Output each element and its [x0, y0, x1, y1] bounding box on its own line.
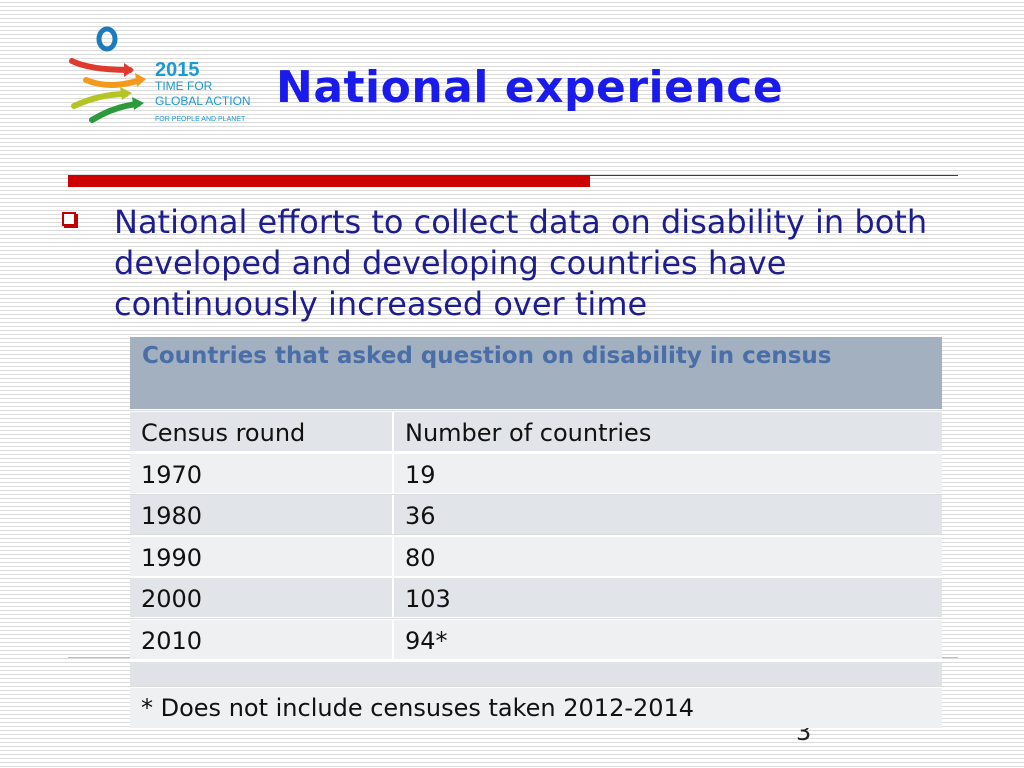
bullet-text: National efforts to collect data on disa… — [114, 203, 928, 323]
table-blank-row — [130, 661, 942, 686]
table-row: 2010 94* — [130, 619, 942, 659]
cell-number: 80 — [405, 543, 436, 572]
cell-census-round: 1980 — [130, 495, 394, 535]
time-for-global-action-logo: 2015 TIME FOR GLOBAL ACTION FOR PEOPLE A… — [69, 26, 251, 123]
checkbox-bullet-icon — [62, 212, 76, 226]
cell-number: 103 — [405, 585, 451, 614]
cell-number: 19 — [405, 460, 436, 489]
table-row: 1980 36 — [130, 495, 942, 535]
svg-text:TIME FOR: TIME FOR — [155, 79, 213, 93]
cell-number: 94* — [405, 626, 448, 655]
accent-bar — [68, 175, 590, 187]
table-row: 2000 103 — [130, 578, 942, 618]
cell-number: 36 — [405, 502, 436, 531]
table-row: 1990 80 — [130, 536, 942, 576]
table-header-row: Census round Number of countries — [130, 412, 942, 451]
header-number-of-countries: Number of countries — [405, 419, 652, 447]
accent-line — [590, 175, 958, 176]
cell-census-round: 1990 — [130, 536, 394, 576]
header-census-round: Census round — [130, 412, 394, 451]
table-footnote: * Does not include censuses taken 2012-2… — [130, 687, 942, 728]
slide-title: National experience — [276, 62, 784, 113]
svg-text:GLOBAL ACTION: GLOBAL ACTION — [155, 94, 251, 108]
cell-census-round: 1970 — [130, 453, 394, 493]
cell-census-round: 2010 — [130, 619, 394, 659]
svg-text:FOR PEOPLE AND PLANET: FOR PEOPLE AND PLANET — [155, 116, 246, 123]
census-table: Countries that asked question on disabil… — [130, 337, 942, 728]
table-caption: Countries that asked question on disabil… — [130, 337, 942, 409]
cell-census-round: 2000 — [130, 578, 394, 618]
svg-text:2015: 2015 — [155, 59, 200, 81]
table-row: 1970 19 — [130, 453, 942, 493]
